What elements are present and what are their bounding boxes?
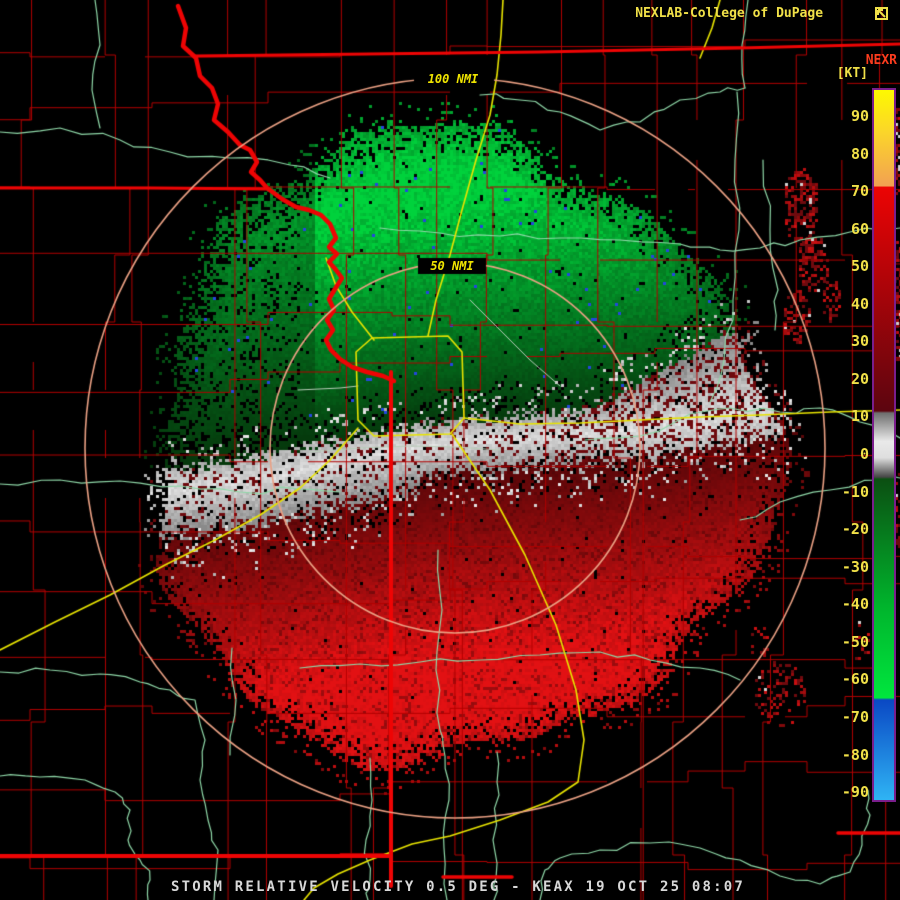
colorbar-tick-label: 80	[850, 144, 869, 163]
colorbar-product-label: NEXR	[865, 53, 897, 68]
colorbar-tick-label: 40	[850, 294, 869, 313]
colorbar-tick-label: 10	[850, 407, 869, 426]
colorbar-tick-label: -40	[841, 595, 869, 614]
colorbar-tick-label: 20	[850, 369, 869, 388]
colorbar-tick-label: 50	[850, 257, 869, 276]
product-title-bar: STORM RELATIVE VELOCITY 0.5 DEG - KEAX 1…	[171, 879, 745, 895]
colorbar-tick-label: -60	[841, 670, 869, 689]
colorbar	[872, 88, 896, 802]
range-ring-label-50nmi: 50 NMI	[430, 259, 474, 273]
colorbar-tick-label: -10	[841, 482, 869, 501]
header: NEXLAB-College of DuPage	[635, 6, 888, 21]
range-ring-label-100nmi: 100 NMI	[427, 72, 479, 86]
colorbar-tick-label: -50	[841, 632, 869, 651]
colorbar-tick-label: -30	[841, 557, 869, 576]
header-title: NEXLAB-College of DuPage	[635, 6, 824, 21]
colorbar-tick-label: -90	[841, 783, 869, 802]
colorbar-tick-label: 60	[850, 219, 869, 238]
colorbar-tick-label: 30	[850, 332, 869, 351]
colorbar-tick-label: 70	[850, 182, 869, 201]
colorbar-tick-label: -80	[841, 745, 869, 764]
nexlab-flag-icon	[828, 7, 888, 20]
colorbar-tick-label: -70	[841, 707, 869, 726]
colorbar-tick-label: -20	[841, 520, 869, 539]
colorbar-tick-label: 90	[850, 107, 869, 125]
colorbar-tick-label: 0	[859, 445, 869, 464]
colorbar-units-label: [KT]	[836, 66, 868, 81]
